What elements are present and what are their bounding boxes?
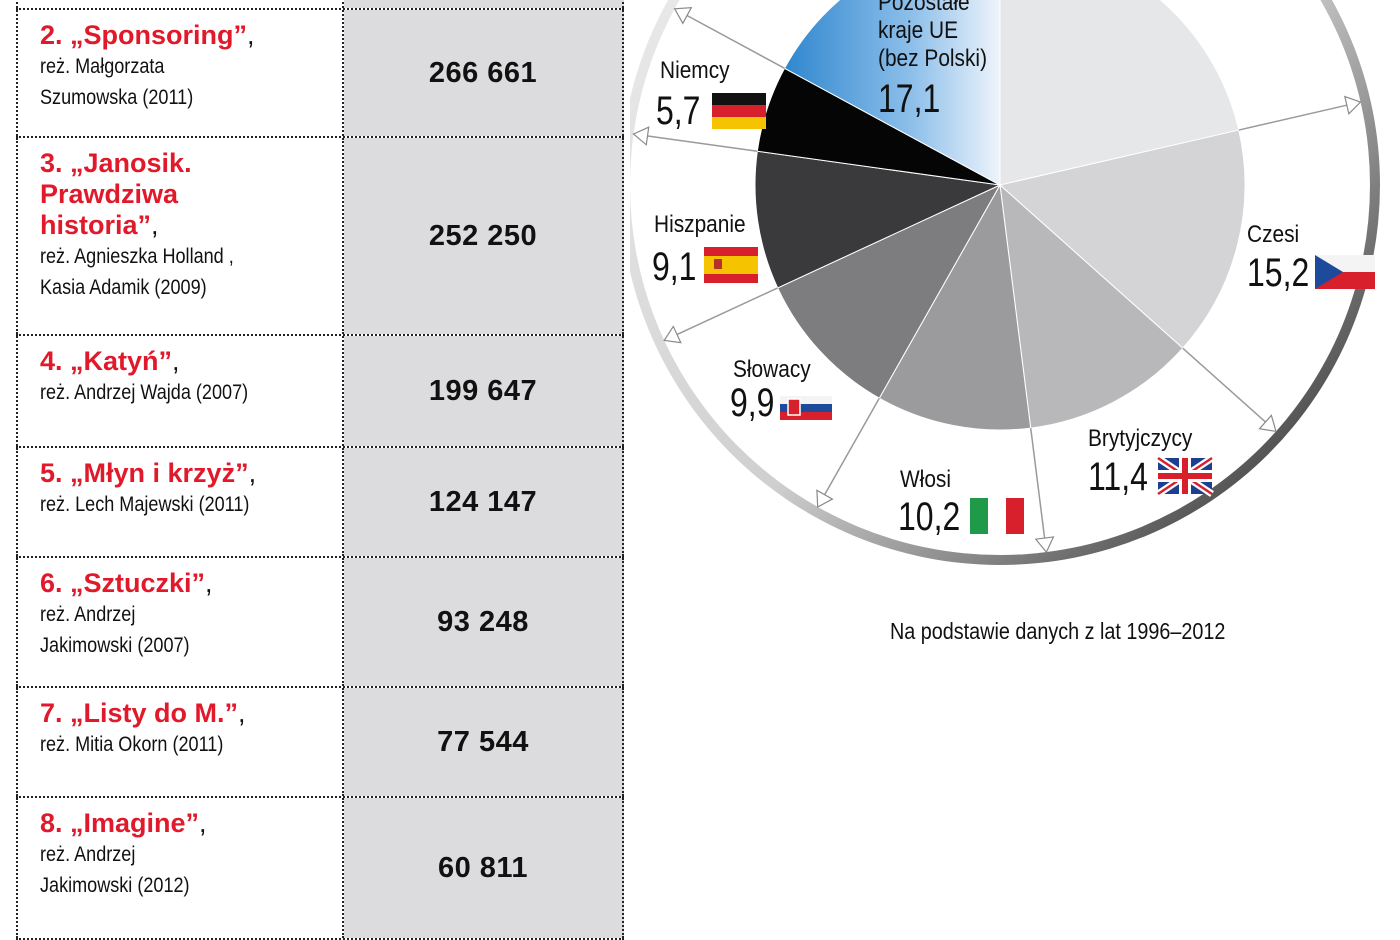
film-cell: 6. „Sztuczki”, reż. Andrzej Jakimowski (20… [16, 558, 344, 686]
slice-label-group: Hiszpanie 9,1 [652, 211, 758, 289]
film-title: 3. „Janosik. Prawdziwa historia”, [40, 148, 192, 240]
divider-arrow [1343, 95, 1362, 116]
viewers-value: 266 661 [344, 10, 624, 136]
divider-arrow [632, 126, 650, 146]
table-row: 5. „Młyn i krzyż”, reż. Lech Majewski (20… [16, 448, 624, 558]
film-title: 5. „Młyn i krzyż”, [40, 458, 257, 488]
film-director: Kasia Adamik (2009) [40, 276, 207, 299]
divider-line [641, 134, 758, 152]
slice-value-label: 9,1 [652, 244, 696, 289]
slice-label-group: Pozostałe kraje UE(bez Polski) 17,1 [878, 0, 987, 121]
films-table: 2. „Sponsoring”, reż. Małgorzata Szumowska… [16, 0, 624, 940]
viewers-value: 93 248 [344, 558, 624, 686]
film-cell: 8. „Imagine”, reż. Andrzej Jakimowski (201… [16, 798, 344, 938]
table-row: 3. „Janosik. Prawdziwa historia”, reż. Agni… [16, 138, 624, 336]
table-row: 2. „Sponsoring”, reż. Małgorzata Szumowska… [16, 10, 624, 138]
es-flag-icon [704, 247, 758, 283]
sk-flag-icon [780, 396, 832, 420]
film-director: Jakimowski (2012) [40, 874, 190, 897]
pie-slice [999, 183, 1184, 429]
film-director: reż. Andrzej Wajda (2007) [40, 381, 249, 404]
slice-value-label: 15,2 [1247, 250, 1309, 295]
film-cell: 4. „Katyń”, reż. Andrzej Wajda (2007) [16, 336, 344, 446]
chart-note: Na podstawie danych z lat 1996–2012 [890, 618, 1226, 644]
film-director: Jakimowski (2007) [40, 634, 190, 657]
pie-slice [754, 150, 1002, 289]
viewers-value: 77 544 [344, 688, 624, 796]
divider-line [1029, 427, 1047, 545]
table-row [16, 0, 624, 10]
divider-arrow [673, 7, 693, 25]
slice-name-label: kraje UE [878, 17, 958, 44]
film-director: reż. Agnieszka Holland , [40, 245, 234, 268]
table-row: 4. „Katyń”, reż. Andrzej Wajda (2007) 199 … [16, 336, 624, 448]
divider-line [1238, 103, 1353, 131]
divider-arrow [1034, 536, 1055, 554]
divider-arrow [816, 489, 834, 508]
film-cell: 2. „Sponsoring”, reż. Małgorzata Szumowska… [16, 10, 344, 136]
pie-slice [998, 129, 1246, 349]
it-flag-icon [970, 498, 1024, 534]
film-director: reż. Andrzej [40, 603, 136, 626]
cz-flag-icon [1315, 255, 1375, 289]
de-flag-icon [712, 93, 766, 129]
pie-slice [999, 0, 1240, 186]
film-title: 6. „Sztuczki”, [40, 568, 213, 598]
uk-flag-icon [1156, 455, 1214, 497]
divider-arrow [1258, 414, 1277, 433]
film-title: 4. „Katyń”, [40, 346, 180, 376]
film-director: reż. Andrzej [40, 843, 136, 866]
film-cell [16, 0, 344, 8]
viewers-value: 124 147 [344, 448, 624, 556]
pie-chart: Czesi 15,2 Brytyjczycy 11,4 Włosi 10,2 Słowacy… [630, 0, 1400, 900]
slice-name-label: Włosi [900, 466, 951, 493]
film-cell: 7. „Listy do M.”, reż. Mitia Okorn (2011) [16, 688, 344, 796]
slice-name-label: Brytyjczycy [1088, 425, 1193, 452]
table-row: 7. „Listy do M.”, reż. Mitia Okorn (2011)… [16, 688, 624, 798]
pie-slice [783, 0, 1001, 186]
table-row: 6. „Sztuczki”, reż. Andrzej Jakimowski (20… [16, 558, 624, 688]
slice-value-label: 5,7 [656, 88, 700, 133]
divider-arrow [663, 325, 682, 344]
slice-name-label: Słowacy [733, 356, 811, 383]
slice-value-label: 10,2 [898, 494, 960, 539]
slice-name-label: (bez Polski) [878, 45, 987, 72]
film-director: reż. Małgorzata [40, 55, 165, 78]
slice-value-label: 9,9 [730, 380, 774, 425]
viewers-value: 60 811 [344, 798, 624, 938]
film-title: 8. „Imagine”, [40, 808, 207, 838]
film-director: reż. Mitia Okorn (2011) [40, 733, 224, 756]
film-title: 7. „Listy do M.”, [40, 698, 246, 728]
slice-name-label: Hiszpanie [654, 211, 746, 238]
viewers-value: 199 647 [344, 336, 624, 446]
film-cell: 3. „Janosik. Prawdziwa historia”, reż. Agni… [16, 138, 344, 334]
film-director: reż. Lech Majewski (2011) [40, 493, 250, 516]
film-cell: 5. „Młyn i krzyż”, reż. Lech Majewski (20… [16, 448, 344, 556]
slice-name-label: Niemcy [660, 57, 730, 84]
film-title: 2. „Sponsoring”, [40, 20, 255, 50]
slice-label-group: Niemcy 5,7 [656, 57, 766, 133]
divider-line [1182, 347, 1271, 427]
viewers-value: 252 250 [344, 138, 624, 334]
slice-name-label: Pozostałe [878, 0, 970, 15]
slice-name-label: Czesi [1247, 221, 1299, 248]
divider-line [820, 397, 880, 501]
film-director: Szumowska (2011) [40, 86, 194, 109]
viewers-value [344, 0, 624, 8]
divider-line [681, 11, 785, 69]
divider-line [671, 287, 778, 338]
table-row: 8. „Imagine”, reż. Andrzej Jakimowski (201… [16, 798, 624, 940]
slice-value-label: 11,4 [1088, 454, 1148, 499]
slice-value-label: 17,1 [878, 76, 940, 121]
pie-slice [878, 183, 1032, 431]
pie-slice [777, 183, 1002, 399]
